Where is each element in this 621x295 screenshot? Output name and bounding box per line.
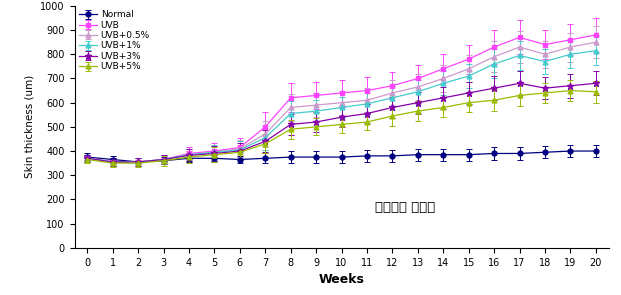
X-axis label: Weeks: Weeks (319, 273, 365, 286)
Y-axis label: Skin thickness (um): Skin thickness (um) (25, 75, 35, 178)
Legend: Normal, UVB, UVB+0.5%, UVB+1%, UVB+3%, UVB+5%: Normal, UVB, UVB+0.5%, UVB+1%, UVB+3%, U… (79, 10, 150, 71)
Text: 신토흑미 추출물: 신토흑미 추출물 (375, 201, 435, 214)
